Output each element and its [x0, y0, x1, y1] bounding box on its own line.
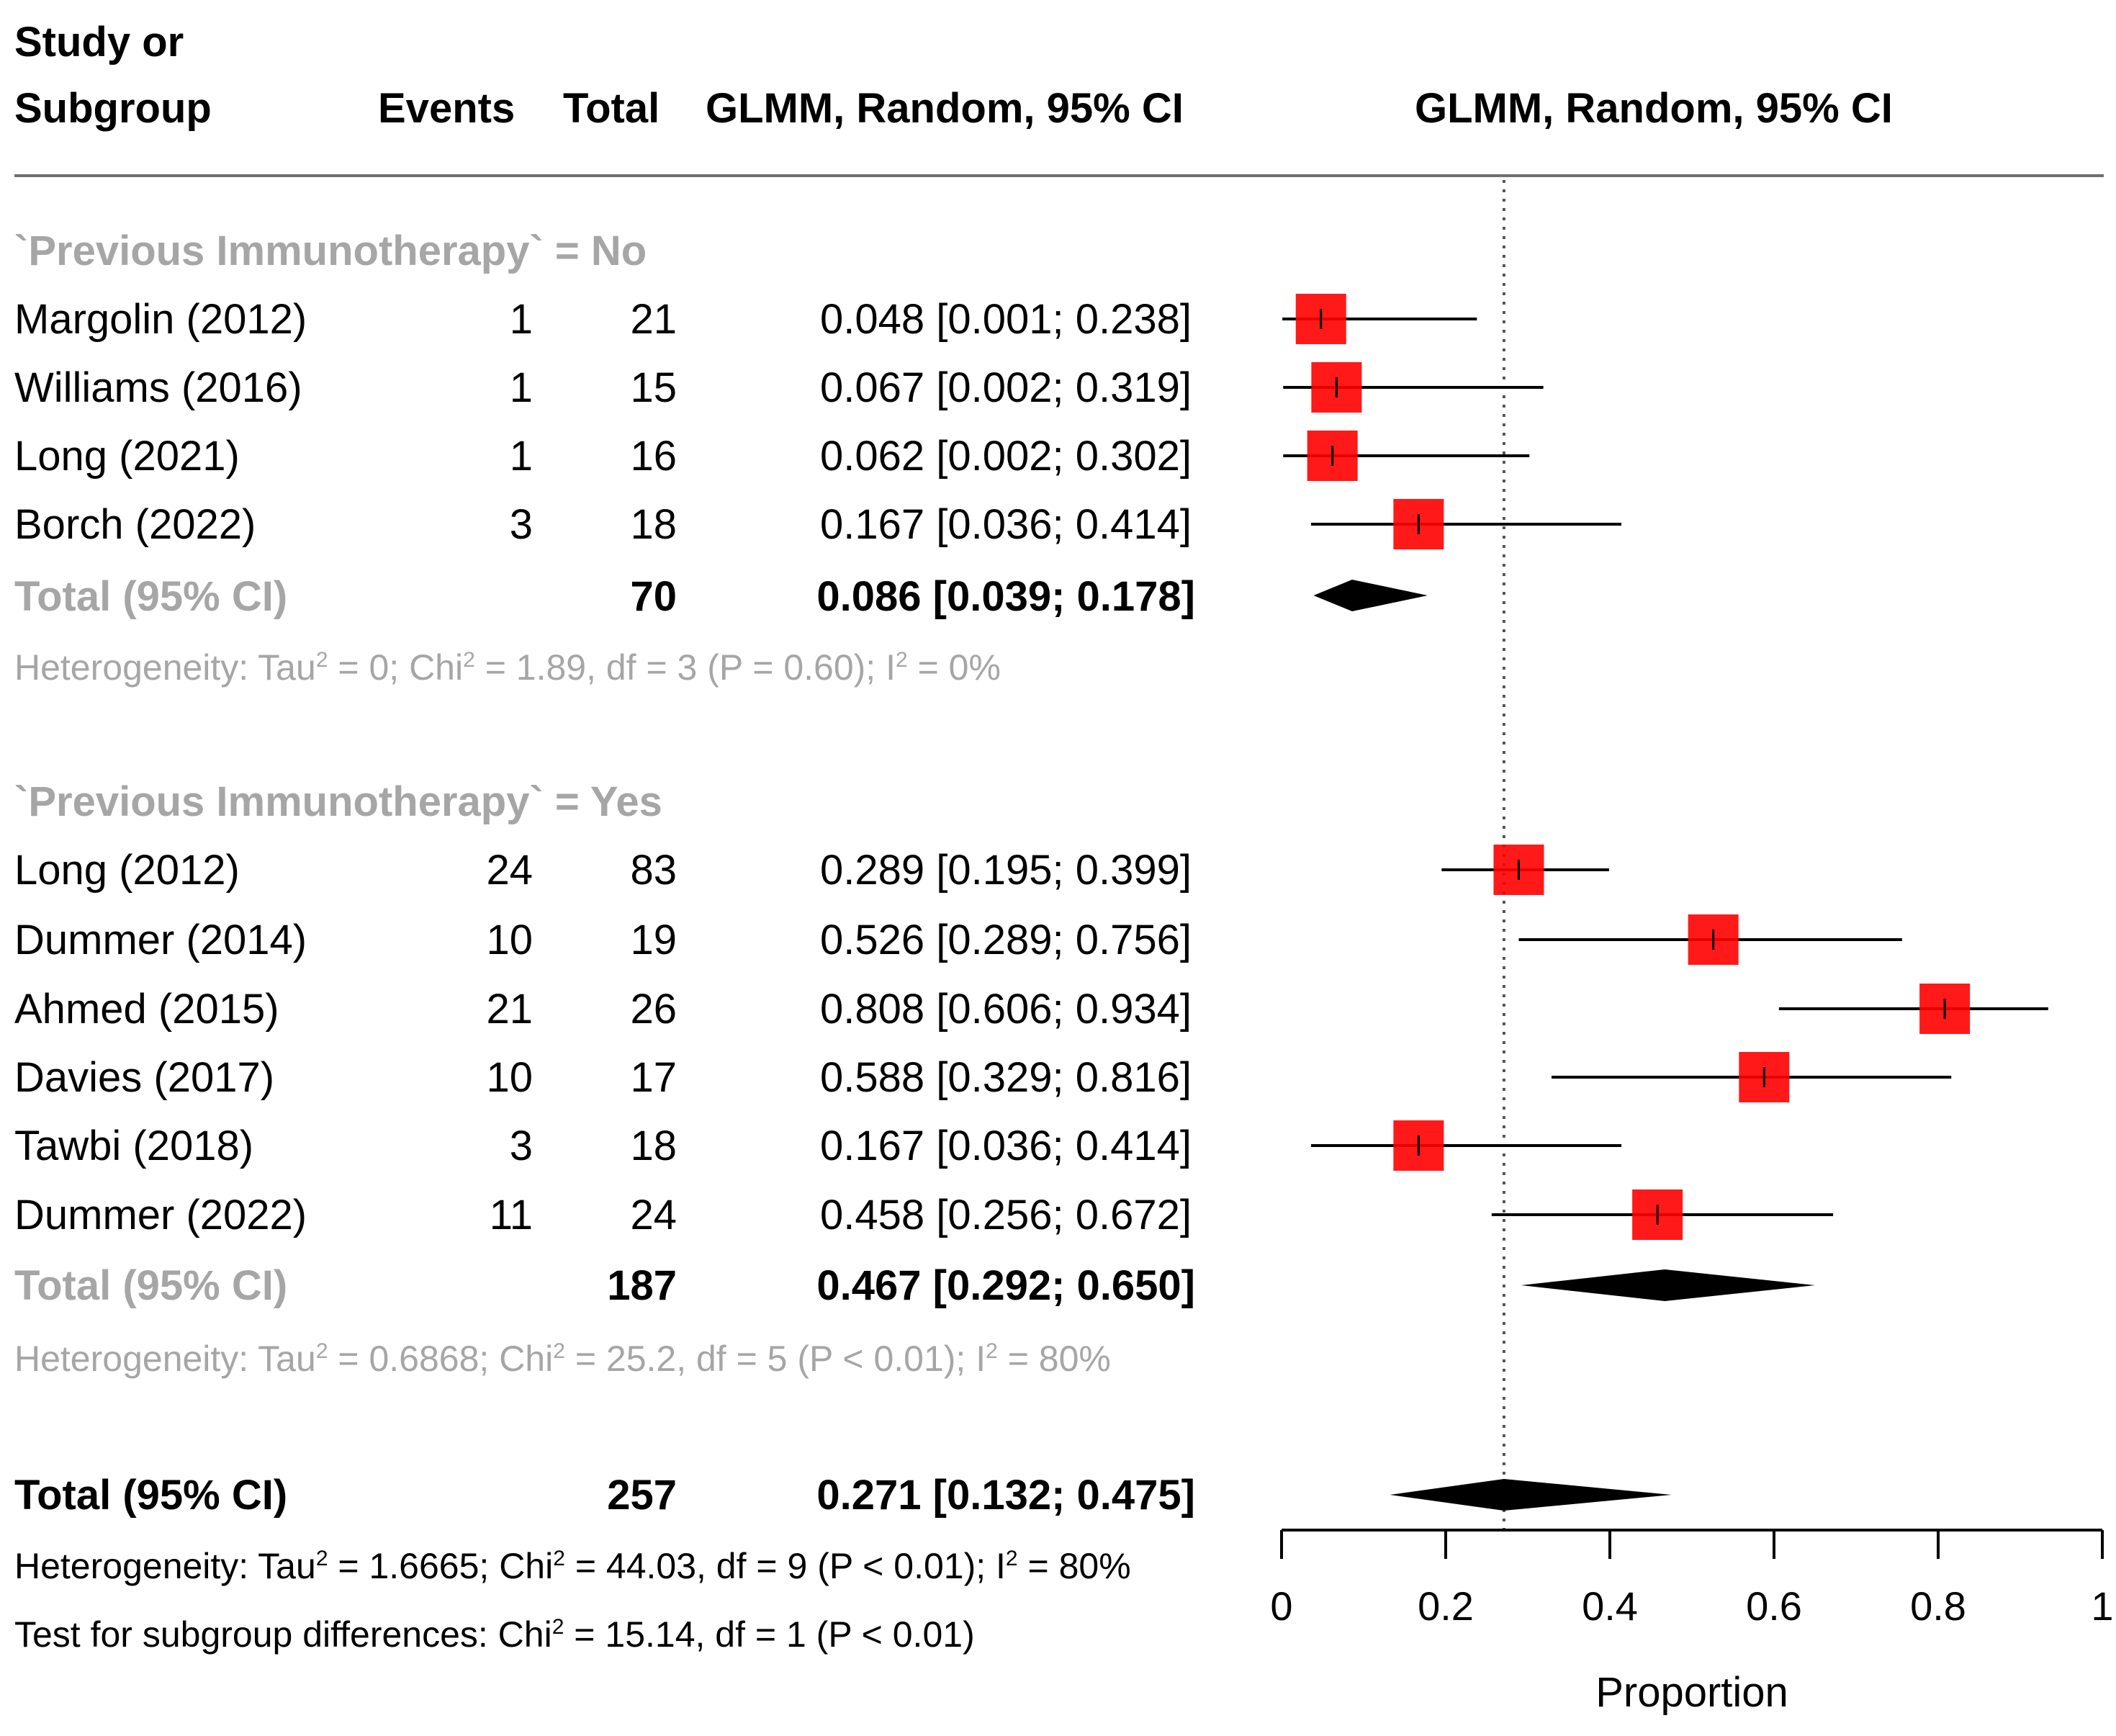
- header-rule: [14, 174, 2104, 177]
- study-name: Williams (2016): [14, 364, 302, 411]
- subgroup-total-label: Total (95% CI): [14, 1262, 288, 1309]
- x-axis-label: Proportion: [1595, 1669, 1788, 1716]
- subgroup-total-n: 70: [630, 573, 677, 620]
- header-total: Total: [563, 85, 660, 132]
- summary-diamond: [1521, 1269, 1815, 1301]
- header-events: Events: [378, 85, 516, 132]
- study-ci: 0.167 [0.036; 0.414]: [820, 501, 1192, 548]
- study-name: Dummer (2022): [14, 1192, 307, 1238]
- study-ci: 0.067 [0.002; 0.319]: [820, 364, 1192, 411]
- heterogeneity-overall: Heterogeneity: Tau2 = 1.6665; Chi2 = 44.…: [14, 1546, 1131, 1586]
- subgroup-total-ci: 0.086 [0.039; 0.178]: [816, 573, 1195, 620]
- study-events: 3: [509, 1123, 533, 1169]
- study-total: 19: [630, 917, 677, 963]
- subgroup-difference-test: Test for subgroup differences: Chi2 = 15…: [14, 1614, 975, 1655]
- study-events: 1: [509, 296, 533, 343]
- study-total: 16: [630, 433, 677, 480]
- study-ci: 0.808 [0.606; 0.934]: [820, 986, 1192, 1033]
- study-ci: 0.048 [0.001; 0.238]: [820, 296, 1192, 343]
- study-name: Tawbi (2018): [14, 1123, 254, 1169]
- header-plot: GLMM, Random, 95% CI: [1415, 85, 1893, 132]
- study-events: 3: [509, 501, 533, 548]
- study-events: 24: [486, 847, 533, 894]
- subgroup-total-label: Total (95% CI): [14, 573, 288, 620]
- overall-total-label: Total (95% CI): [14, 1472, 288, 1519]
- overall-total-n: 257: [607, 1472, 677, 1519]
- study-events: 11: [489, 1192, 533, 1238]
- study-name: Margolin (2012): [14, 296, 307, 343]
- x-tick-label: 0: [1270, 1583, 1292, 1629]
- heterogeneity-yes: Heterogeneity: Tau2 = 0.6868; Chi2 = 25.…: [14, 1339, 1111, 1379]
- study-events: 10: [486, 1054, 533, 1101]
- study-total: 24: [630, 1192, 677, 1238]
- study-events: 21: [486, 986, 533, 1033]
- subgroup-total-ci: 0.467 [0.292; 0.650]: [816, 1262, 1195, 1309]
- study-total: 15: [630, 364, 677, 411]
- study-total: 83: [630, 847, 677, 894]
- study-name: Dummer (2014): [14, 917, 307, 963]
- study-events: 1: [509, 364, 533, 411]
- header-ci: GLMM, Random, 95% CI: [706, 85, 1184, 132]
- study-ci: 0.289 [0.195; 0.399]: [820, 847, 1192, 894]
- study-ci: 0.588 [0.329; 0.816]: [820, 1054, 1192, 1101]
- header-study-line2: Subgroup: [14, 85, 212, 132]
- study-ci: 0.167 [0.036; 0.414]: [820, 1123, 1192, 1169]
- summary-diamond: [1313, 580, 1428, 611]
- study-name: Ahmed (2015): [14, 986, 279, 1033]
- study-total: 18: [630, 501, 677, 548]
- x-tick-label: 0.8: [1910, 1583, 1966, 1629]
- study-events: 10: [486, 917, 533, 963]
- header-study-line1: Study or: [14, 19, 184, 66]
- group-label-no: `Previous Immunotherapy` = No: [14, 228, 647, 274]
- study-total: 21: [630, 296, 677, 343]
- x-tick-label: 0.4: [1582, 1583, 1638, 1629]
- study-total: 26: [630, 986, 677, 1033]
- study-total: 17: [630, 1054, 677, 1101]
- study-name: Davies (2017): [14, 1054, 275, 1101]
- study-ci: 0.458 [0.256; 0.672]: [820, 1192, 1192, 1238]
- study-total: 18: [630, 1123, 677, 1169]
- overall-total-ci: 0.271 [0.132; 0.475]: [816, 1472, 1195, 1519]
- summary-diamond: [1390, 1479, 1672, 1511]
- group-label-yes: `Previous Immunotherapy` = Yes: [14, 778, 662, 825]
- study-name: Long (2012): [14, 847, 240, 894]
- study-ci: 0.526 [0.289; 0.756]: [820, 917, 1192, 963]
- x-tick-label: 0.2: [1418, 1583, 1474, 1629]
- study-name: Borch (2022): [14, 501, 256, 548]
- study-name: Long (2021): [14, 433, 240, 480]
- heterogeneity-no: Heterogeneity: Tau2 = 0; Chi2 = 1.89, df…: [14, 647, 1001, 688]
- x-tick-label: 1: [2091, 1583, 2113, 1629]
- subgroup-total-n: 187: [607, 1262, 677, 1309]
- study-events: 1: [509, 433, 533, 480]
- study-ci: 0.062 [0.002; 0.302]: [820, 433, 1192, 480]
- x-tick-label: 0.6: [1746, 1583, 1802, 1629]
